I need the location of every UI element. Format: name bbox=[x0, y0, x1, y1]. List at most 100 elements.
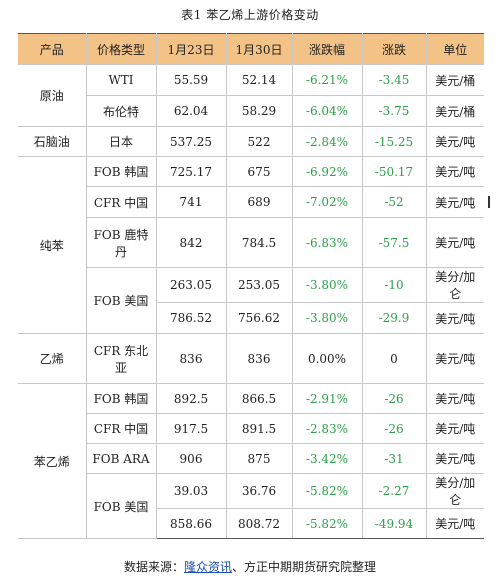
change-cell: -10 bbox=[361, 267, 427, 303]
value-cell: 725.17 bbox=[155, 156, 227, 187]
value-cell: 858.66 bbox=[155, 508, 227, 539]
change-cell: -57.5 bbox=[361, 217, 427, 268]
table-caption: 表1 苯乙烯上游价格变动 bbox=[181, 8, 319, 22]
change-cell: -3.75 bbox=[361, 95, 427, 127]
unit-cell: 美元/吨 bbox=[425, 413, 484, 444]
change-cell: -2.27 bbox=[361, 473, 427, 509]
change-cell: -29.9 bbox=[361, 302, 427, 334]
price-type-cell: CFR 东北亚 bbox=[85, 333, 157, 384]
price-type-cell: WTI bbox=[85, 64, 157, 96]
unit-cell: 美元/吨 bbox=[425, 383, 484, 414]
value-cell: 784.5 bbox=[225, 217, 293, 268]
pct-change-cell: -3.80% bbox=[291, 302, 363, 334]
unit-cell: 美元/吨 bbox=[425, 508, 484, 539]
unit-cell: 美分/加仑 bbox=[425, 473, 484, 509]
value-cell: 36.76 bbox=[225, 473, 293, 509]
unit-cell: 美元/桶 bbox=[425, 64, 484, 96]
value-cell: 675 bbox=[225, 156, 293, 187]
price-type-cell: FOB 鹿特丹 bbox=[85, 217, 157, 268]
table-row: FOB 鹿特丹 842 784.5 -6.83% -57.5 美元/吨 bbox=[18, 217, 484, 268]
table-row: 苯乙烯 FOB 韩国 892.5 866.5 -2.91% -26 美元/吨 bbox=[18, 383, 484, 539]
value-cell: 906 bbox=[155, 443, 227, 474]
price-type-cell: FOB 美国 bbox=[85, 473, 157, 539]
value-cell: 842 bbox=[155, 217, 227, 268]
unit-cell: 美元/吨 bbox=[425, 126, 484, 157]
value-cell: 917.5 bbox=[155, 413, 227, 444]
unit-cell: 美元/吨 bbox=[425, 217, 484, 268]
table-row: 纯苯 FOB 韩国 725.17 675 -6.92% -50.17 美元/吨 bbox=[18, 156, 484, 334]
value-cell: 52.14 bbox=[225, 64, 293, 96]
product-cell: 石脑油 bbox=[18, 126, 87, 157]
source-prefix: 数据来源： bbox=[123, 560, 184, 574]
value-cell: 892.5 bbox=[155, 383, 227, 414]
col-header-price-type: 价格类型 bbox=[85, 33, 157, 65]
source-link[interactable]: 隆众资讯 bbox=[183, 560, 232, 574]
table-row: FOB 美国 39.03 36.76 -5.82% -2.27 美分/加仑 bbox=[18, 473, 484, 539]
change-cell: -31 bbox=[361, 443, 427, 474]
change-cell: -49.94 bbox=[361, 508, 427, 539]
value-cell: 808.72 bbox=[225, 508, 293, 539]
pct-change-cell: -2.91% bbox=[291, 383, 363, 414]
unit-cell: 美元/吨 bbox=[425, 302, 484, 334]
pct-change-cell: -6.92% bbox=[291, 156, 363, 187]
unit-cell: 美分/加仑 bbox=[425, 267, 484, 303]
value-cell: 689 bbox=[225, 186, 293, 218]
col-header-date1: 1月23日 bbox=[155, 33, 227, 65]
pct-change-cell: -6.21% bbox=[291, 64, 363, 96]
value-cell: 62.04 bbox=[155, 95, 227, 127]
source-suffix: 、方正中期期货研究院整理 bbox=[232, 560, 377, 574]
col-header-product: 产品 bbox=[18, 33, 87, 65]
change-cell: -52 bbox=[361, 186, 427, 218]
change-cell: -15.25 bbox=[361, 126, 427, 157]
value-cell: 58.29 bbox=[225, 95, 293, 127]
pct-change-cell: -2.84% bbox=[291, 126, 363, 157]
change-cell: -3.45 bbox=[361, 64, 427, 96]
pct-change-cell: -2.83% bbox=[291, 413, 363, 444]
col-header-unit: 单位 bbox=[425, 33, 484, 65]
pct-change-cell: -6.04% bbox=[291, 95, 363, 127]
value-cell: 836 bbox=[155, 333, 227, 384]
unit-cell: 美元/吨 bbox=[425, 333, 484, 384]
price-type-cell: FOB 韩国 bbox=[85, 156, 157, 187]
table-row: 原油 WTI 55.59 52.14 -6.21% -3.45 美元/桶 bbox=[18, 64, 484, 127]
table-row: 乙烯 CFR 东北亚 836 836 0.00% 0 美元/吨 bbox=[18, 333, 484, 384]
change-cell: -26 bbox=[361, 413, 427, 444]
product-cell: 纯苯 bbox=[18, 156, 87, 334]
table-row: CFR 中国 917.5 891.5 -2.83% -26 美元/吨 bbox=[18, 413, 484, 444]
unit-cell: 美元/吨 bbox=[425, 443, 484, 474]
source-note: 数据来源：隆众资讯、方正中期期货研究院整理 bbox=[0, 556, 500, 578]
value-cell: 537.25 bbox=[155, 126, 227, 157]
table-row: 布伦特 62.04 58.29 -6.04% -3.75 美元/桶 bbox=[18, 95, 484, 127]
value-cell: 836 bbox=[225, 333, 293, 384]
price-type-cell: FOB ARA bbox=[85, 443, 157, 474]
table-row: FOB ARA 906 875 -3.42% -31 美元/吨 bbox=[18, 443, 484, 474]
value-cell: 263.05 bbox=[155, 267, 227, 303]
product-cell: 苯乙烯 bbox=[18, 383, 87, 539]
table-row: 石脑油 日本 537.25 522 -2.84% -15.25 美元/吨 bbox=[18, 126, 484, 157]
unit-cell: 美元/吨 bbox=[425, 186, 484, 218]
price-type-cell: FOB 美国 bbox=[85, 267, 157, 334]
value-cell: 741 bbox=[155, 186, 227, 218]
change-cell: 0 bbox=[361, 333, 427, 384]
value-cell: 522 bbox=[225, 126, 293, 157]
change-cell: -50.17 bbox=[361, 156, 427, 187]
product-cell: 乙烯 bbox=[18, 333, 87, 384]
unit-cell: 美元/吨 bbox=[425, 156, 484, 187]
col-header-date2: 1月30日 bbox=[225, 33, 293, 65]
value-cell: 756.62 bbox=[225, 302, 293, 334]
table-row: 786.52 756.62 -3.80% -29.9 美元/吨 bbox=[18, 302, 484, 334]
price-type-cell: 日本 bbox=[85, 126, 157, 157]
value-cell: 253.05 bbox=[225, 267, 293, 303]
col-header-change: 涨跌 bbox=[361, 33, 427, 65]
price-table: 产品 价格类型 1月23日 1月30日 涨跌幅 涨跌 单位 原油 WTI 55.… bbox=[18, 33, 484, 539]
pct-change-cell: -5.82% bbox=[291, 473, 363, 509]
table-row: 858.66 808.72 -5.82% -49.94 美元/吨 bbox=[18, 508, 484, 539]
price-type-cell: FOB 韩国 bbox=[85, 383, 157, 414]
value-cell: 891.5 bbox=[225, 413, 293, 444]
value-cell: 55.59 bbox=[155, 64, 227, 96]
value-cell: 39.03 bbox=[155, 473, 227, 509]
col-header-pct-change: 涨跌幅 bbox=[291, 33, 363, 65]
value-cell: 866.5 bbox=[225, 383, 293, 414]
value-cell: 786.52 bbox=[155, 302, 227, 334]
table-row: CFR 中国 741 689 -7.02% -52 美元/吨 bbox=[18, 186, 484, 218]
